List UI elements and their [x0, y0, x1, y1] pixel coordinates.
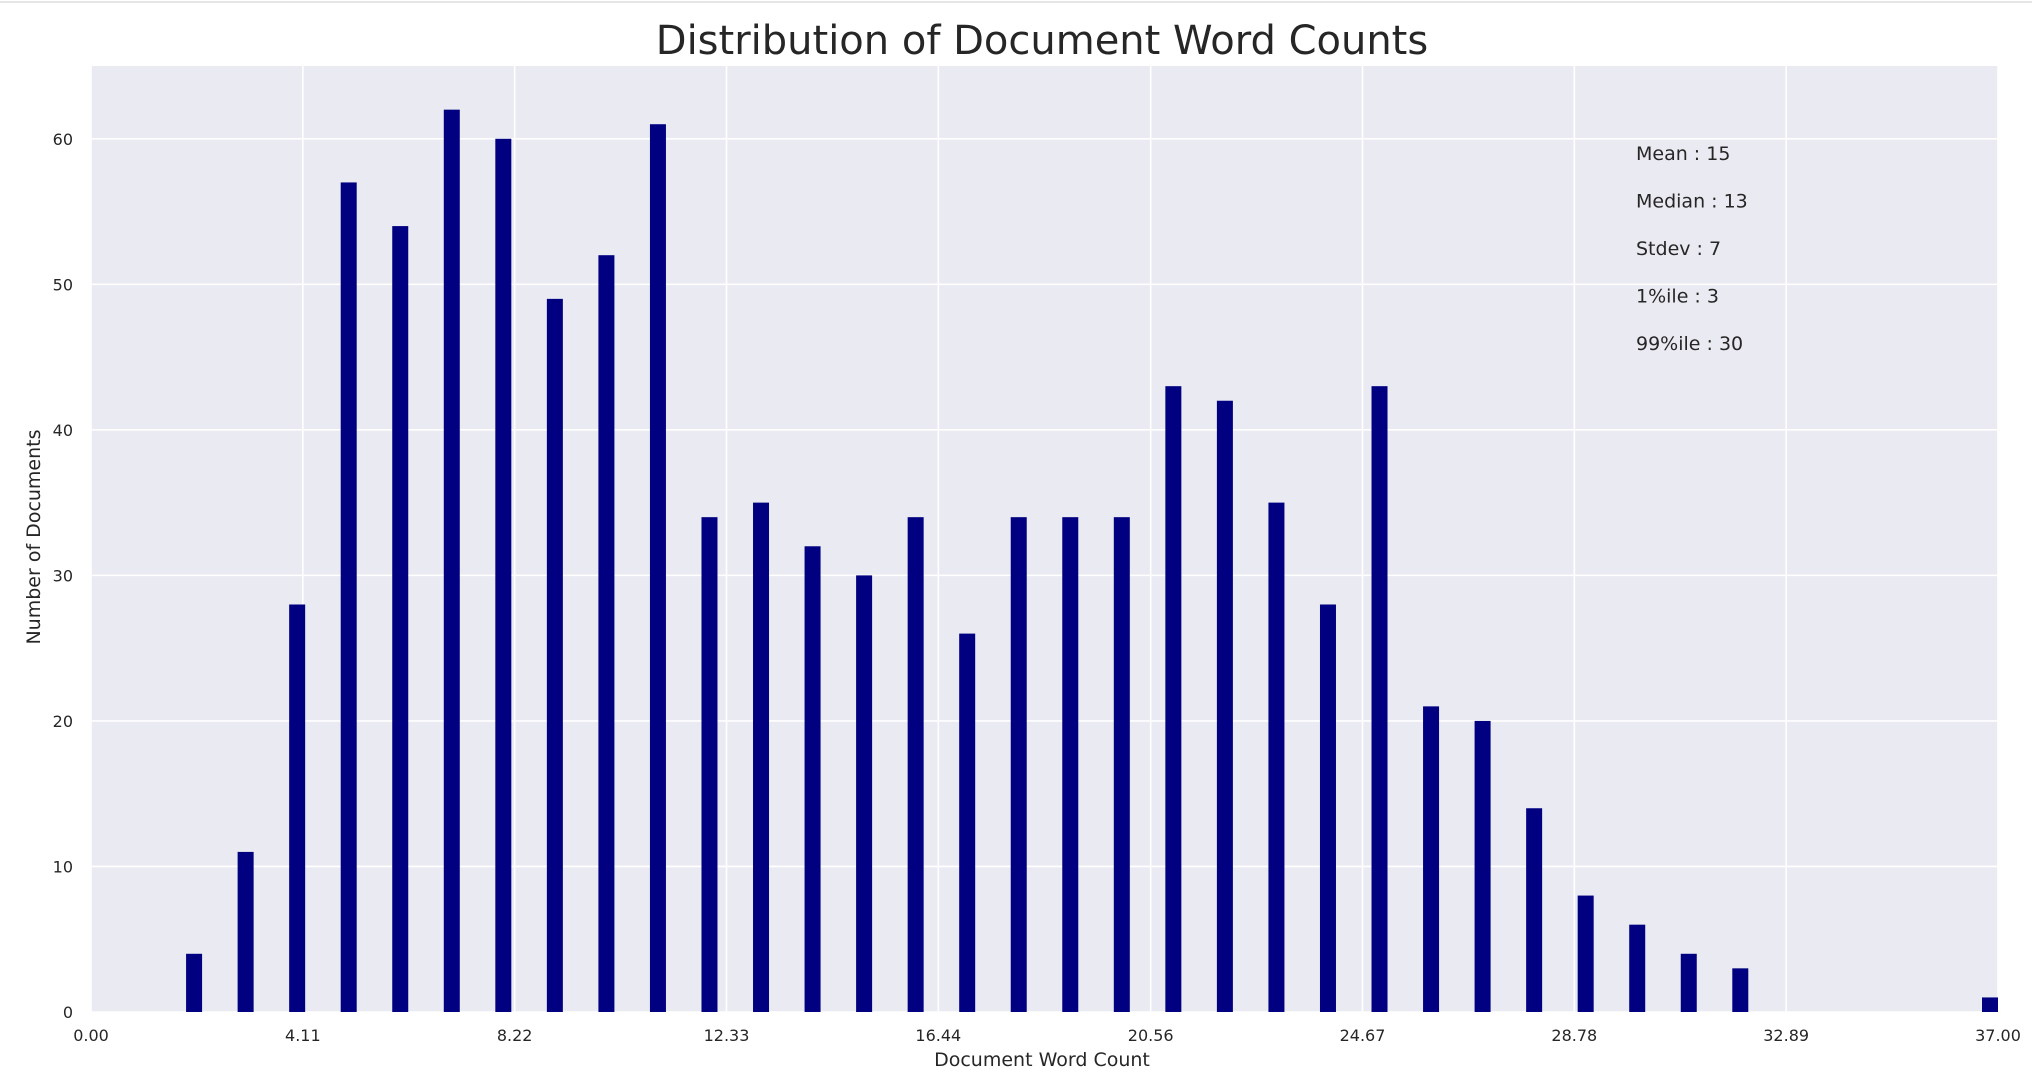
stats-annotation: Mean : 15 Median : 13 Stdev : 7 1%ile : 3 99… [1636, 143, 1748, 355]
stat-median: Median : 13 [1636, 191, 1748, 213]
histogram-bar [289, 604, 306, 1012]
y-axis-label: Number of Documents [23, 429, 45, 644]
y-tick-label: 30 [53, 566, 73, 585]
x-tick-label: 8.22 [497, 1026, 533, 1045]
x-axis-label: Document Word Count [934, 1049, 1150, 1071]
x-tick-label: 37.00 [1975, 1026, 2021, 1045]
x-tick-label: 16.44 [915, 1026, 961, 1045]
histogram-bar [186, 953, 203, 1012]
stat-99ile: 99%ile : 30 [1636, 333, 1743, 355]
histogram-bar [1165, 386, 1182, 1013]
histogram-bar [1423, 706, 1440, 1012]
histogram-bar [1577, 895, 1594, 1012]
histogram-bar [1732, 968, 1749, 1012]
chart-title: Distribution of Document Word Counts [656, 18, 1428, 64]
x-tick-label: 0.00 [73, 1026, 109, 1045]
y-tick-label: 20 [53, 712, 73, 731]
histogram-bar [1010, 517, 1027, 1012]
x-tick-label: 28.78 [1551, 1026, 1597, 1045]
grid-lines [90, 66, 1999, 1013]
y-tick-label: 40 [53, 421, 73, 440]
histogram-bar [1216, 400, 1233, 1012]
x-tick-label: 4.11 [285, 1026, 321, 1045]
histogram-bar [1526, 808, 1543, 1012]
x-tick-label: 20.56 [1128, 1026, 1174, 1045]
histogram-bar [649, 124, 666, 1012]
histogram-bar [546, 298, 563, 1012]
histogram-bar [1474, 720, 1491, 1012]
histogram-bar [1062, 517, 1079, 1012]
y-tick-label: 10 [53, 857, 73, 876]
x-tick-label: 12.33 [704, 1026, 750, 1045]
histogram-bar [1982, 997, 1998, 1012]
histogram-bar [237, 851, 254, 1012]
histogram-bar [495, 138, 512, 1012]
histogram-bar [340, 182, 357, 1012]
stat-1ile: 1%ile : 3 [1636, 286, 1719, 308]
histogram-bar [598, 255, 615, 1012]
histogram-bar [856, 575, 873, 1012]
histogram-bar [1629, 924, 1646, 1012]
y-tick-label: 50 [53, 275, 73, 294]
histogram-bar [1319, 604, 1336, 1012]
histogram-bar [1371, 386, 1388, 1013]
histogram-bar [804, 546, 821, 1012]
histogram-bar [1680, 953, 1697, 1012]
plot-area [91, 66, 1998, 1012]
histogram-bar [1268, 502, 1285, 1012]
histogram-bar [959, 633, 976, 1012]
histogram-bar [701, 517, 718, 1012]
histogram-bar [392, 226, 409, 1013]
histogram-bar [443, 109, 460, 1012]
stat-stdev: Stdev : 7 [1636, 238, 1721, 260]
y-tick-label: 60 [53, 130, 73, 149]
histogram-bar [907, 517, 924, 1012]
x-tick-label: 24.67 [1340, 1026, 1386, 1045]
x-tick-label: 32.89 [1763, 1026, 1809, 1045]
x-tick-labels: 0.00 4.11 8.22 12.33 16.44 20.56 24.67 28.78 32.… [73, 1026, 2021, 1045]
stat-mean: Mean : 15 [1636, 143, 1730, 165]
y-tick-labels: 0 10 20 30 40 50 60 [53, 130, 73, 1022]
y-tick-label: 0 [63, 1003, 73, 1022]
histogram-bar [1113, 517, 1130, 1012]
histogram-bar [753, 502, 770, 1012]
bar-series [186, 109, 1998, 1013]
